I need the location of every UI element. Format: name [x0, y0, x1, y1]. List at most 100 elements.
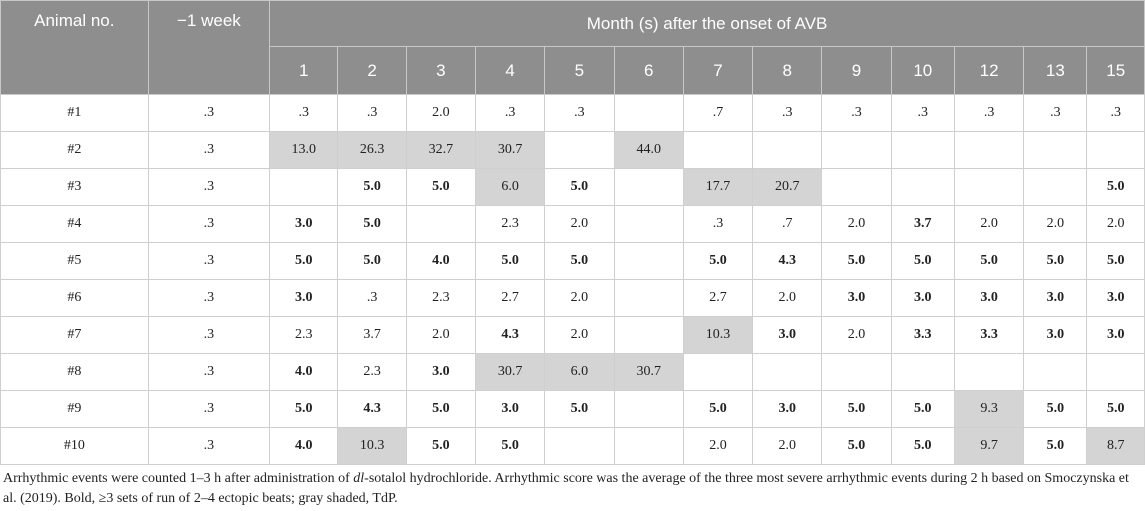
score-cell: 9.3 [953, 390, 1025, 428]
score-cell [953, 131, 1025, 169]
score-cell [613, 279, 684, 317]
score-cell: 5.0 [682, 242, 754, 280]
header-baseline: −1 week [147, 0, 271, 95]
header-month: 5 [544, 46, 615, 95]
score-cell: 5.0 [269, 390, 339, 428]
header-month: 12 [953, 46, 1025, 95]
score-cell: .3 [682, 205, 754, 243]
score-cell: 5.0 [1023, 427, 1088, 465]
score-cell: 4.3 [337, 390, 407, 428]
score-cell: 2.0 [752, 279, 823, 317]
score-cell [1023, 168, 1088, 206]
score-cell: 5.0 [405, 427, 476, 465]
score-cell [752, 131, 823, 169]
score-cell: 5.0 [1086, 168, 1145, 206]
score-cell [890, 353, 955, 391]
score-cell: 4.3 [752, 242, 823, 280]
table-row: #6.3 3.0.3 2.3 2.7 2.0 2.7 2.0 3.0 3.0 3.0 3.0 3.0 [0, 279, 1145, 317]
score-cell [1086, 353, 1145, 391]
baseline-cell: .3 [147, 94, 271, 132]
score-cell: 5.0 [890, 242, 955, 280]
score-cell [752, 353, 823, 391]
score-cell: 3.0 [1086, 279, 1145, 317]
score-cell: 3.3 [953, 316, 1025, 354]
score-cell: 2.0 [682, 427, 754, 465]
score-cell: 5.0 [337, 168, 407, 206]
score-cell: .3 [1023, 94, 1088, 132]
score-cell [1023, 131, 1088, 169]
score-cell: .3 [544, 94, 615, 132]
score-cell: .3 [821, 94, 892, 132]
score-cell: 5.0 [682, 390, 754, 428]
header-month: 15 [1086, 46, 1145, 95]
baseline-cell: .3 [147, 168, 271, 206]
score-cell: 10.3 [337, 427, 407, 465]
footnote-italic: dl [353, 471, 365, 486]
baseline-cell: .3 [147, 242, 271, 280]
animal-id-cell: #8 [0, 353, 149, 391]
footnote-part1: Arrhythmic events were counted 1–3 h aft… [3, 471, 354, 486]
score-cell: .7 [752, 205, 823, 243]
score-cell: 5.0 [544, 390, 615, 428]
score-cell [682, 353, 754, 391]
header-month: 1 [269, 46, 339, 95]
score-cell: 4.0 [405, 242, 476, 280]
score-cell: 5.0 [890, 390, 955, 428]
table-row: #9.3 5.0 4.3 5.0 3.0 5.0 5.0 3.0 5.0 5.0 9.3 5.0 5.0 [0, 390, 1145, 428]
score-cell: .3 [474, 94, 546, 132]
score-cell: 3.3 [890, 316, 955, 354]
animal-id-cell: #2 [0, 131, 149, 169]
score-cell: 5.0 [544, 242, 615, 280]
score-cell: 5.0 [405, 168, 476, 206]
score-cell: .3 [752, 94, 823, 132]
score-cell: 5.0 [1023, 242, 1088, 280]
header-month: 9 [821, 46, 892, 95]
score-cell: 3.0 [953, 279, 1025, 317]
animal-id-cell: #1 [0, 94, 149, 132]
header-month: 13 [1023, 46, 1088, 95]
score-cell [953, 168, 1025, 206]
animal-id-cell: #4 [0, 205, 149, 243]
header-months-group: Month (s) after the onset of AVB [269, 0, 1145, 47]
score-cell: 2.7 [682, 279, 754, 317]
score-cell [405, 205, 476, 243]
score-cell [1023, 353, 1088, 391]
score-cell: 30.7 [474, 131, 546, 169]
table-row: #2.3 13.0 26.3 32.7 30.7 44.0 [0, 131, 1145, 169]
score-cell [890, 131, 955, 169]
score-cell: 3.0 [1086, 316, 1145, 354]
score-cell [613, 168, 684, 206]
score-cell: 3.0 [269, 205, 339, 243]
animal-id-cell: #6 [0, 279, 149, 317]
score-cell: 3.0 [1023, 279, 1088, 317]
animal-id-cell: #5 [0, 242, 149, 280]
score-cell: 3.0 [405, 353, 476, 391]
score-cell: 2.0 [405, 94, 476, 132]
score-cell [544, 131, 615, 169]
score-cell: 3.0 [821, 279, 892, 317]
score-cell: 3.0 [890, 279, 955, 317]
animal-id-cell: #10 [0, 427, 149, 465]
score-cell [613, 316, 684, 354]
header-month: 4 [474, 46, 546, 95]
table-row: #3.3 5.0 5.0 6.0 5.0 17.7 20.7 5.0 [0, 168, 1145, 206]
score-cell: 17.7 [682, 168, 754, 206]
score-cell [682, 131, 754, 169]
score-cell: .7 [682, 94, 754, 132]
score-cell: 3.0 [474, 390, 546, 428]
score-cell: 2.0 [1023, 205, 1088, 243]
score-cell: 5.0 [474, 242, 546, 280]
score-cell: 20.7 [752, 168, 823, 206]
score-cell: 9.7 [953, 427, 1025, 465]
score-cell: 5.0 [1086, 390, 1145, 428]
score-cell: 30.7 [613, 353, 684, 391]
score-cell: 2.0 [752, 427, 823, 465]
score-cell: 5.0 [405, 390, 476, 428]
score-cell: 5.0 [821, 242, 892, 280]
score-cell: 5.0 [474, 427, 546, 465]
header-month: 8 [752, 46, 823, 95]
score-cell: 5.0 [1023, 390, 1088, 428]
table-row: #7.3 2.3 3.7 2.0 4.3 2.0 10.3 3.0 2.0 3.3 3.3 3.0 3.… [0, 316, 1145, 354]
score-cell: 2.0 [544, 205, 615, 243]
animal-id-cell: #7 [0, 316, 149, 354]
